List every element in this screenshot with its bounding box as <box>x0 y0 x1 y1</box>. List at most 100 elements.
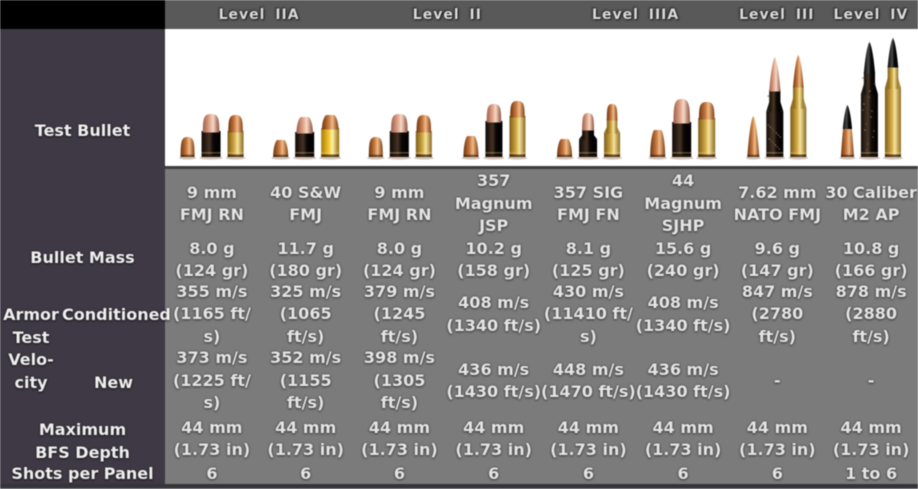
cell-bullet-mass-col6: 15.6 g (240 gr) <box>636 239 731 281</box>
test-bullet-photo-strip <box>165 29 918 166</box>
cell-line: 357 <box>476 171 511 191</box>
bullet-photo-357-sig-fmj-fn-projectile-cartridge-round <box>555 104 622 160</box>
table-data-grid: 9 mm FMJ RN 40 S&W FMJ 9 mm FMJ RN 357 Magnum JS… <box>165 169 918 484</box>
cell-line: 44 mm <box>557 417 619 437</box>
bullet-round <box>602 104 622 160</box>
cell-line: ft/s) <box>852 326 890 346</box>
bottom-border-band <box>0 484 918 489</box>
row-label-bfs-line: BFS Depth <box>35 442 130 462</box>
cell-bullet-mass-col3: 8.0 g (124 gr) <box>353 239 447 281</box>
cell-line: 355 m/s <box>176 281 248 301</box>
cell-line: 44 mm <box>746 417 808 437</box>
cell-line: FMJ RN <box>367 205 432 224</box>
cell-bullet-mass-col1: 8.0 g (124 gr) <box>165 239 259 281</box>
level-header-level-iiia: Level IIIA <box>592 6 680 23</box>
cell-bullet-name-col5: 357 SIG FMJ FN <box>541 169 636 239</box>
cell-line: ft/s) <box>758 326 796 346</box>
cell-line: (1430 ft/s) <box>446 382 542 401</box>
cell-line: 6 <box>582 463 594 483</box>
table-corner-cell <box>0 0 165 29</box>
cell-velocity-new-col2: 352 m/s (1155 ft/s) <box>259 348 353 414</box>
cell-line: (1.73 in) <box>832 440 910 459</box>
cell-velocity-new-col7: - <box>730 348 824 414</box>
level-header-row: Level IIA Level II Level IIIA Level III Leve… <box>165 0 918 29</box>
cell-line: 408 m/s <box>647 293 719 313</box>
cell-line: 6 <box>677 463 689 483</box>
cell-line: FMJ <box>289 205 323 224</box>
bullet-photo-357-magnum-jsp-projectile-cartridge-round <box>461 101 528 160</box>
bullet-slug <box>178 137 197 160</box>
bullet-cartridge <box>483 104 505 160</box>
cell-bfs-depth-col5: 44 mm (1.73 in) <box>541 414 636 464</box>
cell-line: 325 m/s <box>270 281 342 301</box>
cell-line: FMJ RN <box>179 205 244 224</box>
cell-line: 30 Caliber <box>825 182 917 202</box>
cell-line: (124 gr) <box>362 261 436 280</box>
bullet-round <box>413 115 434 160</box>
cell-line: 10.8 g <box>842 238 900 258</box>
row-label-new: New <box>93 373 134 392</box>
bullet-round <box>883 38 903 160</box>
cell-line: (2780 <box>751 304 804 324</box>
bullet-round <box>788 55 809 160</box>
cell-line: FMJ FN <box>557 205 620 224</box>
cell-line: (1340 ft/s) <box>446 315 542 335</box>
bullet-round <box>696 102 718 160</box>
cell-bullet-mass-col7: 9.6 g (147 gr) <box>730 239 824 281</box>
cell-velocity-conditioned-col3: 379 m/s (1245 ft/s) <box>353 281 447 348</box>
bullet-cartridge <box>199 114 223 160</box>
row-label-test-bullet: Test Bullet <box>34 121 131 140</box>
cell-bfs-depth-col2: 44 mm (1.73 in) <box>259 414 353 464</box>
cell-line: (1430 ft/s) <box>635 382 731 401</box>
cell-line: 44 mm <box>368 417 431 437</box>
cell-shots-per-panel-col4: 6 <box>446 464 541 484</box>
cell-line: s) <box>203 326 221 346</box>
cell-line: 6 <box>393 463 405 483</box>
row-label-armor-test-velocity: Armor Test Velo- city <box>0 304 62 394</box>
cell-velocity-conditioned-col4: 408 m/s (1340 ft/s) <box>446 281 541 348</box>
cell-shots-per-panel-col3: 6 <box>353 464 447 484</box>
cell-line: 436 m/s <box>458 359 530 379</box>
cell-line: (180 gr) <box>269 261 343 280</box>
cell-line: 430 m/s <box>552 281 624 301</box>
bullet-photo-40-sw-fmj-projectile-cartridge-round <box>271 115 342 160</box>
cell-bullet-name-col3: 9 mm FMJ RN <box>353 169 447 239</box>
cell-line: (240 gr) <box>646 261 720 280</box>
bullet-slug <box>555 139 574 160</box>
cell-velocity-conditioned-col8: 878 m/s (2880 ft/s) <box>824 281 918 348</box>
bullet-cartridge <box>387 114 412 160</box>
cell-velocity-new-col5: 448 m/s (1470 ft/s) <box>541 348 636 414</box>
cell-line: ft/s) <box>287 326 325 346</box>
cell-bfs-depth-col8: 44 mm (1.73 in) <box>824 414 918 464</box>
cell-line: 44 mm <box>181 417 243 437</box>
level-header-level-iia: Level IIA <box>218 6 300 23</box>
bullet-photo-762mm-nato-fmj-projectile-cartridge-round <box>745 55 809 160</box>
bullet-cartridge <box>576 113 600 160</box>
bullet-round <box>225 115 246 160</box>
row-label-shots-per-panel: Shots per Panel <box>11 464 154 483</box>
cell-bullet-name-col2: 40 S&W FMJ <box>259 169 353 239</box>
row-label-column: Test Bullet Bullet Mass Armor Test Velo-… <box>0 29 171 484</box>
cell-bullet-name-col1: 9 mm FMJ RN <box>165 169 259 239</box>
cell-bfs-depth-col1: 44 mm (1.73 in) <box>165 414 259 464</box>
cell-velocity-new-col4: 436 m/s (1430 ft/s) <box>446 348 541 414</box>
cell-line: JSP <box>479 216 509 236</box>
cell-line: 44 mm <box>275 417 337 437</box>
cell-bullet-name-col4: 357 Magnum JSP <box>446 169 541 239</box>
cell-line: 379 m/s <box>363 281 435 301</box>
cell-line: 357 SIG <box>553 182 624 202</box>
cell-shots-per-panel-col2: 6 <box>259 464 353 484</box>
cell-line: (1470 ft/s) <box>541 382 636 401</box>
cell-line: ft/s) <box>380 326 419 346</box>
cell-line: 398 m/s <box>363 348 435 368</box>
cell-line: (1225 ft/ <box>172 370 251 390</box>
cell-bullet-name-col8: 30 Caliber M2 AP <box>824 169 918 239</box>
row-label-bullet-mass: Bullet Mass <box>30 248 135 267</box>
bullet-slug <box>271 140 290 160</box>
bullet-slug <box>839 105 856 160</box>
cell-line: 9.6 g <box>754 238 801 258</box>
cell-line: - <box>774 370 781 390</box>
cell-line: 44 mm <box>652 417 714 437</box>
row-label-armor-line: Armor <box>3 305 59 324</box>
row-label-maximum-bfs-depth: Maximum BFS Depth <box>0 419 165 464</box>
